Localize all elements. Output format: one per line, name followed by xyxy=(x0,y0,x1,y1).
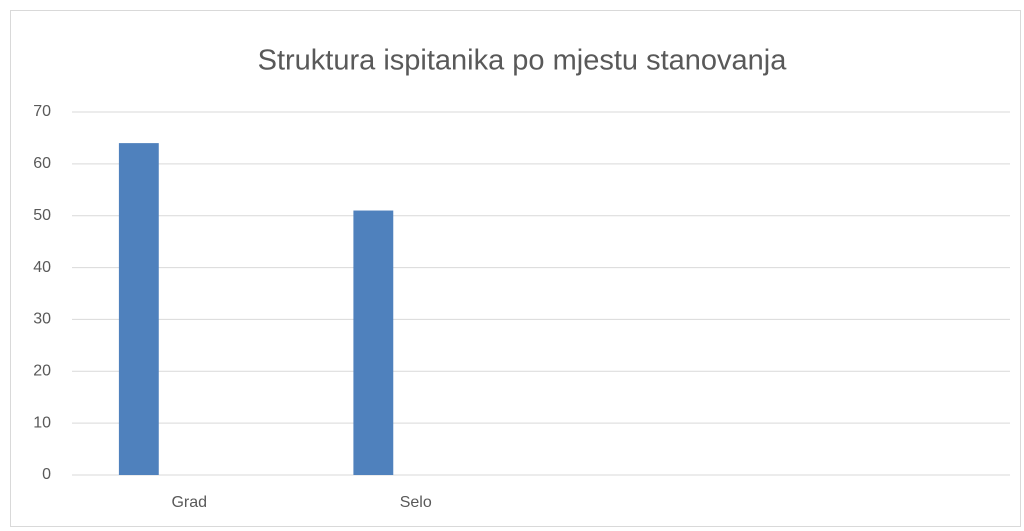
y-tick-label: 10 xyxy=(33,414,51,431)
x-tick-label: Selo xyxy=(400,494,432,511)
y-tick-label: 60 xyxy=(33,155,51,172)
bar xyxy=(118,143,159,475)
y-tick-label: 30 xyxy=(33,311,51,328)
bar xyxy=(353,210,394,475)
chart-border xyxy=(10,10,1021,527)
y-tick-label: 50 xyxy=(33,207,51,224)
y-tick-label: 70 xyxy=(33,103,51,120)
x-tick-label: Grad xyxy=(171,494,207,511)
y-tick-label: 20 xyxy=(33,363,51,380)
chart-title: Struktura ispitanika po mjestu stanovanj… xyxy=(258,45,788,77)
y-tick-label: 0 xyxy=(42,466,51,483)
y-tick-label: 40 xyxy=(33,259,51,276)
